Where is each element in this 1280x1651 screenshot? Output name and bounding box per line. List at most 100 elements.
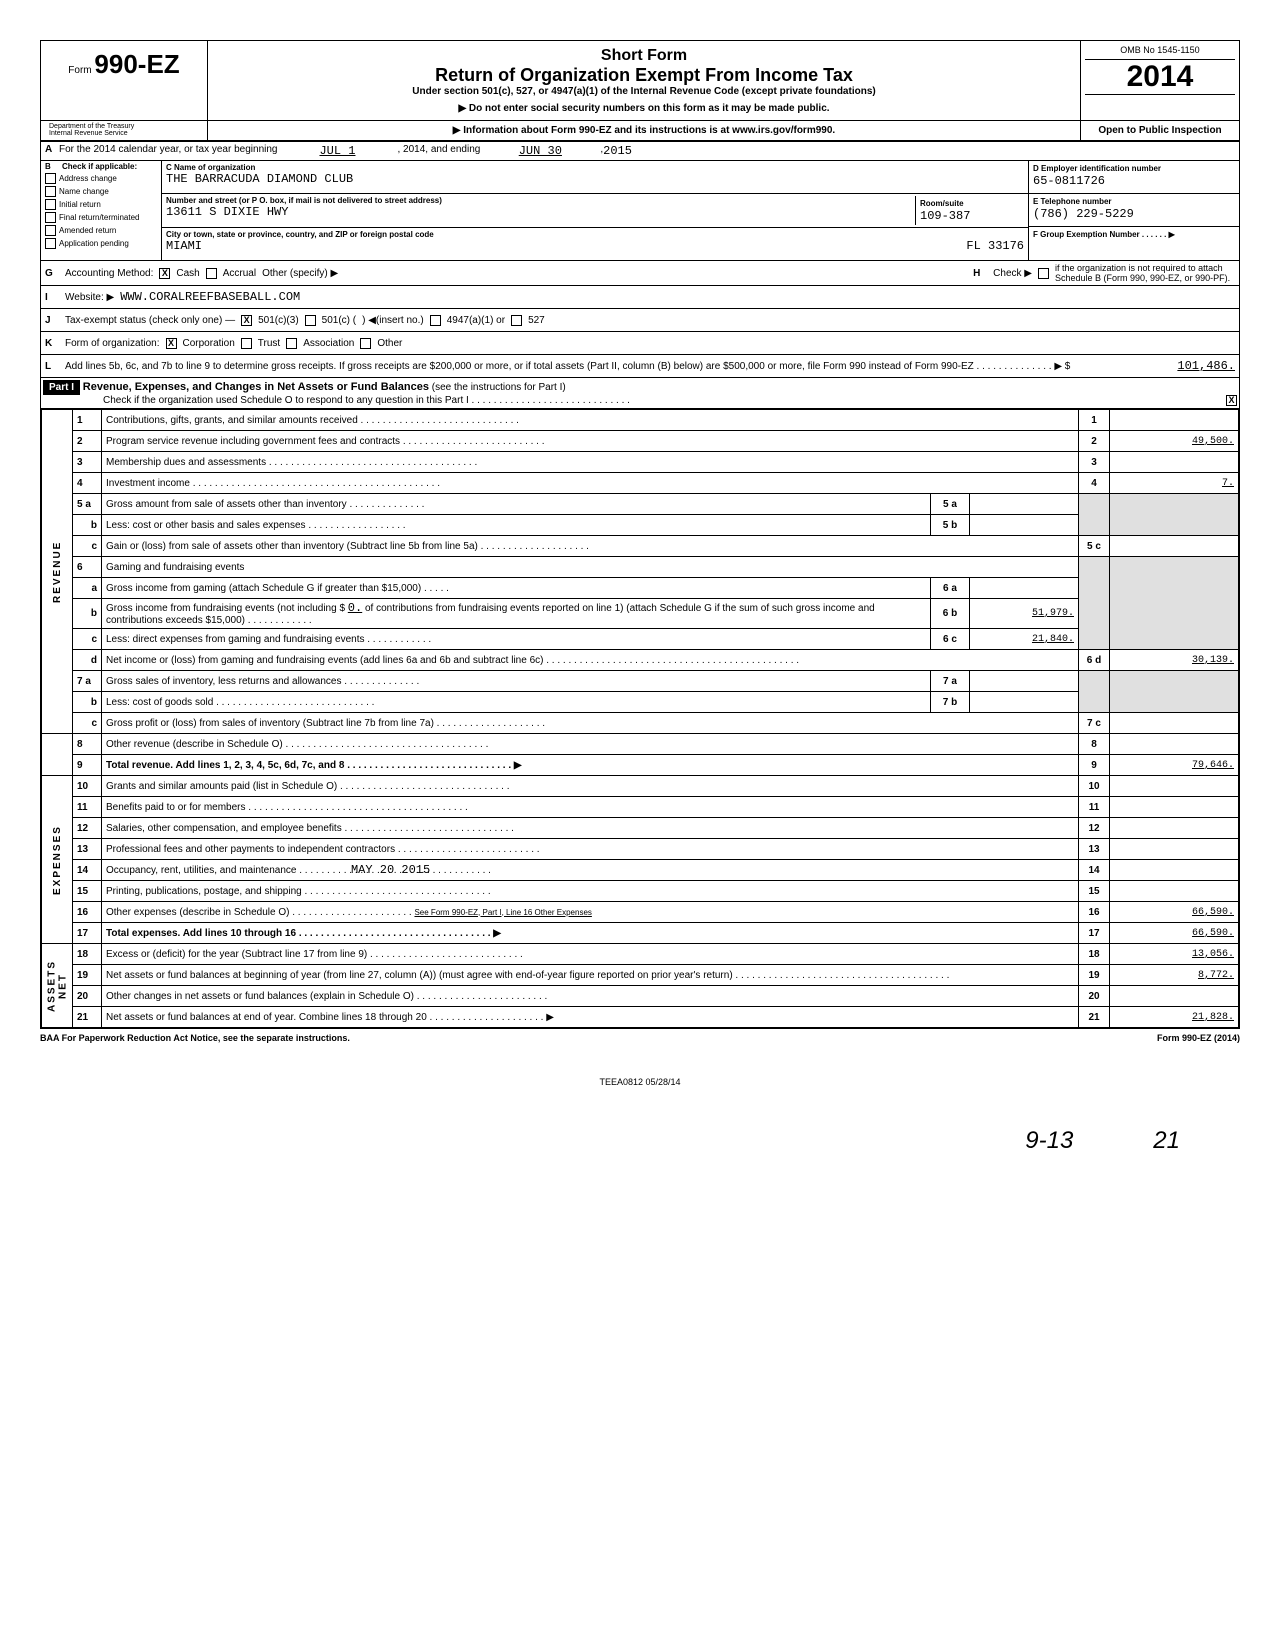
- amt-4: 7.: [1110, 473, 1239, 494]
- amt-6d: 30,139.: [1110, 650, 1239, 671]
- h-text: Check ▶: [993, 268, 1032, 279]
- amt-7b-shade: [1110, 692, 1239, 713]
- row-13: 13 Professional fees and other payments …: [42, 839, 1239, 860]
- amt-17: 66,590.: [1110, 923, 1239, 944]
- checkbox-icon: [45, 186, 56, 197]
- row-18: NET ASSETS 18 Excess or (deficit) for th…: [42, 944, 1239, 965]
- d-label: D Employer identification number: [1033, 164, 1161, 173]
- check-pending[interactable]: Application pending: [41, 237, 161, 250]
- title-cell: Short Form Return of Organization Exempt…: [208, 41, 1081, 120]
- part1-checkbox[interactable]: [1226, 395, 1237, 406]
- amt-5c: [1110, 536, 1239, 557]
- num-5c: c: [73, 536, 102, 557]
- other-checkbox[interactable]: [360, 338, 371, 349]
- 501c-checkbox[interactable]: [305, 315, 316, 326]
- midval-5b: [970, 515, 1079, 536]
- 4947-checkbox[interactable]: [430, 315, 441, 326]
- side-rev-end2: [42, 755, 73, 776]
- desc-6c: Less: direct expenses from gaming and fu…: [102, 629, 931, 650]
- box-8: 8: [1079, 734, 1110, 755]
- begin-date: Jul 1: [277, 144, 397, 158]
- box-2: 2: [1079, 431, 1110, 452]
- check-amended[interactable]: Amended return: [41, 224, 161, 237]
- desc-18: Excess or (deficit) for the year (Subtra…: [102, 944, 1079, 965]
- row-21: 21 Net assets or fund balances at end of…: [42, 1007, 1239, 1028]
- num-13: 13: [73, 839, 102, 860]
- dept-irs: Internal Revenue Service: [49, 130, 199, 137]
- desc-7b: Less: cost of goods sold . . . . . . . .…: [102, 692, 931, 713]
- amt-8: [1110, 734, 1239, 755]
- box-11: 11: [1079, 797, 1110, 818]
- midval-6a: [970, 578, 1079, 599]
- open-public: Open to Public Inspection: [1085, 125, 1235, 136]
- row-20: 20 Other changes in net assets or fund b…: [42, 986, 1239, 1007]
- phone: (786) 229-5229: [1033, 207, 1134, 221]
- state-zip: FL 33176: [966, 239, 1024, 253]
- line-i-j: I Website: ▶ www.coralreefbaseball.com: [41, 286, 1239, 309]
- line-k: K Form of organization: Corporation Trus…: [41, 332, 1239, 355]
- assoc-label: Association: [303, 338, 354, 349]
- desc-12: Salaries, other compensation, and employ…: [102, 818, 1079, 839]
- box-6b-shade: [1079, 599, 1110, 629]
- num-15: 15: [73, 881, 102, 902]
- row-8: 8 Other revenue (describe in Schedule O)…: [42, 734, 1239, 755]
- amt-16: 66,590.: [1110, 902, 1239, 923]
- form-header: Form 990-EZ Short Form Return of Organiz…: [41, 41, 1239, 121]
- check-name[interactable]: Name change: [41, 185, 161, 198]
- num-7b: b: [73, 692, 102, 713]
- h-text2: if the organization is not required to a…: [1055, 263, 1235, 283]
- 527-checkbox[interactable]: [511, 315, 522, 326]
- check-final[interactable]: Final return/terminated: [41, 211, 161, 224]
- row-15: 15 Printing, publications, postage, and …: [42, 881, 1239, 902]
- mid-6a: 6 a: [931, 578, 970, 599]
- cash-checkbox[interactable]: [159, 268, 170, 279]
- letter-i: I: [45, 292, 59, 303]
- street: 13611 S DIXIE HWY: [166, 205, 915, 219]
- amt-6c-shade: [1110, 629, 1239, 650]
- checkbox-icon: [45, 238, 56, 249]
- row-6d: d Net income or (loss) from gaming and f…: [42, 650, 1239, 671]
- amt-7a-shade: [1110, 671, 1239, 692]
- num-16: 16: [73, 902, 102, 923]
- line-j: J Tax-exempt status (check only one) — 5…: [41, 309, 1239, 332]
- row-19: 19 Net assets or fund balances at beginn…: [42, 965, 1239, 986]
- letter-k: K: [45, 338, 59, 349]
- check-address[interactable]: Address change: [41, 172, 161, 185]
- g-text: Accounting Method:: [65, 268, 153, 279]
- row-7c: c Gross profit or (loss) from sales of i…: [42, 713, 1239, 734]
- other-label: Other (specify) ▶: [262, 268, 338, 279]
- assoc-checkbox[interactable]: [286, 338, 297, 349]
- city-row: City or town, state or province, country…: [162, 228, 1028, 260]
- line-a-text2: , 2014, and ending: [397, 144, 480, 158]
- name-column: C Name of organization THE BARRACUDA DIA…: [162, 161, 1028, 260]
- year-cell: OMB No 1545-1150 2014: [1081, 41, 1239, 120]
- row-11: 11 Benefits paid to or for members . . .…: [42, 797, 1239, 818]
- midval-7a: [970, 671, 1079, 692]
- mark-a: 9-13: [1025, 1127, 1073, 1155]
- line-l: L Add lines 5b, 6c, and 7b to line 9 to …: [41, 355, 1239, 378]
- row-6b: b Gross income from fundraising events (…: [42, 599, 1239, 629]
- group-row: F Group Exemption Number . . . . . . ▶: [1029, 227, 1239, 259]
- box-7c: 7 c: [1079, 713, 1110, 734]
- corp-checkbox[interactable]: [166, 338, 177, 349]
- num-21: 21: [73, 1007, 102, 1028]
- h-checkbox[interactable]: [1038, 268, 1049, 279]
- num-2: 2: [73, 431, 102, 452]
- trust-checkbox[interactable]: [241, 338, 252, 349]
- 527-label: 527: [528, 315, 545, 326]
- accrual-checkbox[interactable]: [206, 268, 217, 279]
- mid-5a: 5 a: [931, 494, 970, 515]
- section-bcdef: B Check if applicable: Address change Na…: [41, 161, 1239, 261]
- num-8: 8: [73, 734, 102, 755]
- check-initial[interactable]: Initial return: [41, 198, 161, 211]
- letter-b: B: [45, 162, 59, 171]
- num-20: 20: [73, 986, 102, 1007]
- mid-7b: 7 b: [931, 692, 970, 713]
- 501c3-checkbox[interactable]: [241, 315, 252, 326]
- box-18: 18: [1079, 944, 1110, 965]
- desc-7c: Gross profit or (loss) from sales of inv…: [102, 713, 1079, 734]
- desc-5b: Less: cost or other basis and sales expe…: [102, 515, 931, 536]
- desc-20: Other changes in net assets or fund bala…: [102, 986, 1079, 1007]
- 501c-label: 501(c) (: [322, 315, 356, 326]
- amt-14: [1110, 860, 1239, 881]
